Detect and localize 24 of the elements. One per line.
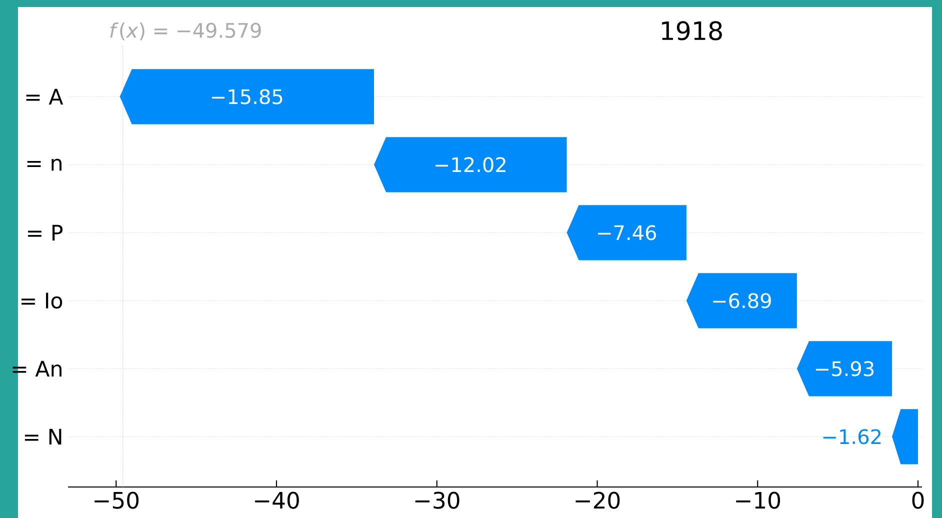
data-label: −7.46 — [598, 225, 656, 240]
x-tick-label: −30 — [415, 492, 460, 509]
bar — [374, 137, 567, 192]
chart-title: 1918 — [662, 21, 722, 40]
data-label: −12.02 — [435, 157, 506, 172]
y-tick-label: = A — [26, 88, 64, 104]
bar — [566, 205, 686, 260]
x-tick-label: 0 — [912, 492, 924, 509]
bar — [686, 273, 797, 328]
x-tick-label: −50 — [94, 492, 139, 509]
bar — [796, 341, 892, 396]
y-tick-label: = Io — [22, 292, 62, 309]
data-label: −5.93 — [816, 361, 874, 376]
data-label: −1.62 — [823, 429, 880, 444]
ref-line-label: f(x) = −49.579 — [110, 22, 261, 40]
data-label: −15.85 — [212, 89, 282, 104]
x-tick-label: −10 — [736, 492, 780, 509]
y-tick-label: = n — [27, 158, 62, 171]
x-tick-label: −20 — [576, 492, 620, 509]
bar — [120, 69, 374, 124]
y-tick-label: = N — [24, 428, 62, 444]
data-label: −6.89 — [713, 293, 771, 308]
y-tick-label: = P — [28, 224, 63, 240]
x-tick-label: −40 — [254, 492, 299, 509]
